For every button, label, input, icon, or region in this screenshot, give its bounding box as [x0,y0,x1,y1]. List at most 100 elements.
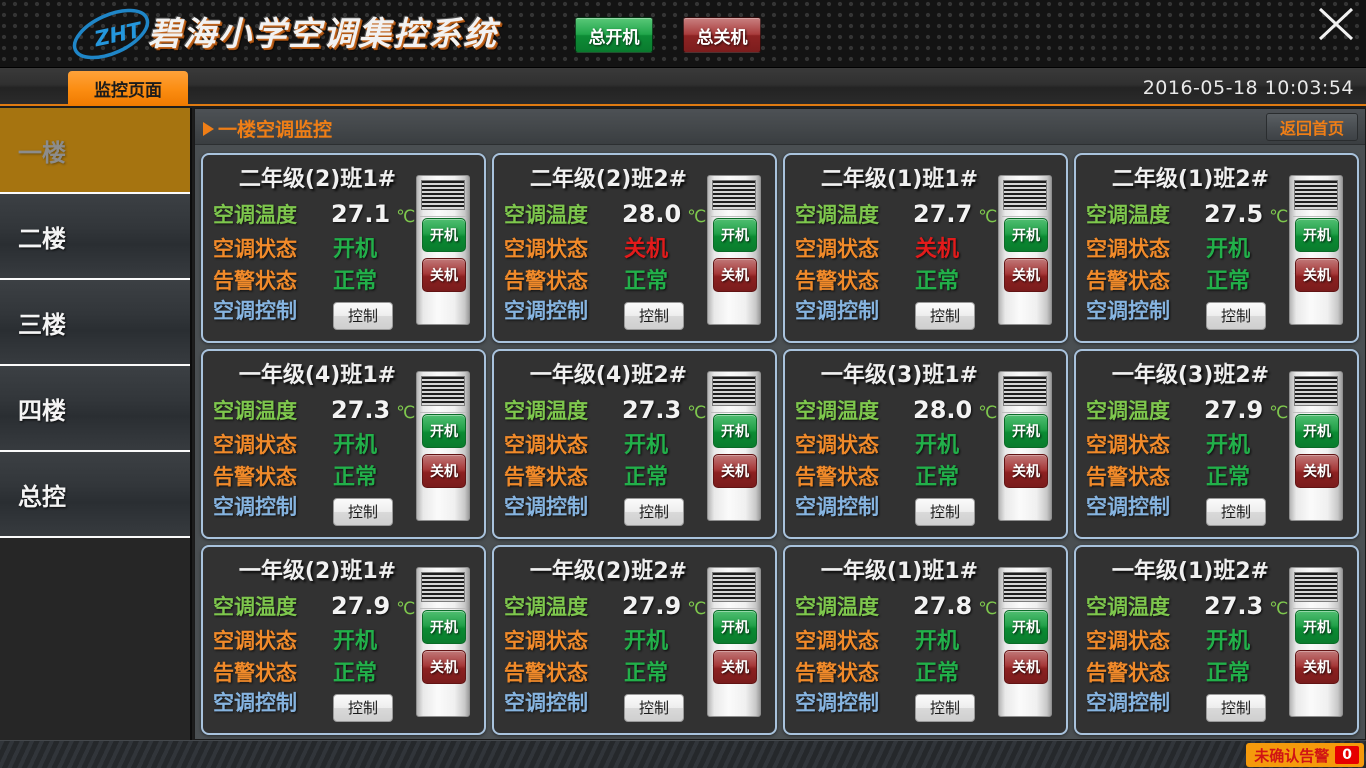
ac-control-row: 空调控制 控制 [795,687,997,722]
master-power-off-button[interactable]: 总关机 [683,17,761,53]
page-title: 碧海小学空调集控系统 [148,14,498,53]
unconfirmed-alarm-badge[interactable]: 未确认告警 0 [1246,743,1364,767]
ac-control-button[interactable]: 控制 [333,301,393,330]
ac-control-label: 空调控制 [504,299,588,323]
ac-alarm-row: 告警状态 正常 [504,459,706,491]
ac-power-off-button[interactable]: 关机 [1004,650,1048,684]
ac-status-label: 空调状态 [504,629,588,653]
ac-alarm-label: 告警状态 [504,465,588,489]
sidebar-item-floor-1[interactable]: 一楼 [0,108,190,194]
air-conditioner-icon: 开机 关机 [416,567,470,717]
air-conditioner-icon: 开机 关机 [1289,371,1343,521]
ac-power-on-button[interactable]: 开机 [422,218,466,252]
return-home-button[interactable]: 返回首页 [1266,113,1358,141]
sidebar-item-master-control[interactable]: 总控 [0,452,190,538]
ac-control-button[interactable]: 控制 [915,693,975,722]
air-conditioner-icon: 开机 关机 [707,175,761,325]
ac-alarm-label: 告警状态 [1086,269,1170,293]
ac-power-off-button[interactable]: 关机 [1004,454,1048,488]
ac-temperature-value: 28.0 [622,200,682,228]
ac-status-row: 空调状态 开机 [213,427,415,459]
ac-card-grid: 二年级(2)班1# 空调温度 27.1 ℃ 空调状态 开机 告警状态 正常 空调控制 控制 开机 关机… [195,145,1365,741]
ac-power-off-button[interactable]: 关机 [1004,258,1048,292]
sidebar-item-floor-3[interactable]: 三楼 [0,280,190,366]
ac-card-rows: 空调温度 27.5 ℃ 空调状态 开机 告警状态 正常 空调控制 控制 [1086,199,1288,330]
ac-temperature-label: 空调温度 [213,595,297,619]
ac-temperature-row: 空调温度 27.9 ℃ [213,591,415,623]
air-conditioner-icon: 开机 关机 [1289,567,1343,717]
ac-power-on-button[interactable]: 开机 [1295,414,1339,448]
sidebar-item-floor-4[interactable]: 四楼 [0,366,190,452]
ac-power-on-button[interactable]: 开机 [1004,218,1048,252]
ac-status-value: 关机 [624,237,669,262]
ac-status-value: 开机 [915,433,960,458]
ac-power-off-button[interactable]: 关机 [422,258,466,292]
ac-power-on-button[interactable]: 开机 [713,610,757,644]
ac-alarm-row: 告警状态 正常 [504,263,706,295]
ac-temperature-value: 27.3 [331,396,391,424]
ac-temperature-label: 空调温度 [504,595,588,619]
ac-status-value: 开机 [1206,629,1251,654]
ac-power-on-button[interactable]: 开机 [1295,218,1339,252]
ac-temperature-label: 空调温度 [504,203,588,227]
ac-control-button[interactable]: 控制 [1206,693,1266,722]
ac-alarm-row: 告警状态 正常 [1086,459,1288,491]
ac-card-title: 一年级(1)班1# [820,559,979,584]
ac-temperature-label: 空调温度 [795,595,879,619]
status-bar: 未确认告警 0 [0,740,1366,768]
ac-alarm-row: 告警状态 正常 [1086,655,1288,687]
ac-control-button[interactable]: 控制 [1206,497,1266,526]
ac-temperature-label: 空调温度 [1086,399,1170,423]
ac-status-value: 开机 [1206,433,1251,458]
ac-control-button[interactable]: 控制 [624,497,684,526]
ac-alarm-value: 正常 [915,661,960,686]
ac-alarm-value: 正常 [624,269,669,294]
ac-control-button[interactable]: 控制 [915,301,975,330]
ac-alarm-row: 告警状态 正常 [213,459,415,491]
ac-temperature-unit: ℃ [687,403,707,423]
ac-power-off-button[interactable]: 关机 [422,650,466,684]
ac-temperature-label: 空调温度 [213,399,297,423]
ac-louvers-icon [1003,376,1047,406]
ac-power-off-button[interactable]: 关机 [713,258,757,292]
ac-power-on-button[interactable]: 开机 [422,610,466,644]
close-icon[interactable] [1314,4,1358,44]
ac-temperature-value: 27.7 [913,200,973,228]
ac-status-label: 空调状态 [1086,237,1170,261]
ac-power-off-button[interactable]: 关机 [713,454,757,488]
ac-card-title: 一年级(3)班1# [820,363,979,388]
ac-power-off-button[interactable]: 关机 [422,454,466,488]
ac-temperature-unit: ℃ [687,207,707,227]
ac-control-button[interactable]: 控制 [624,301,684,330]
ac-power-on-button[interactable]: 开机 [1004,414,1048,448]
ac-card-rows: 空调温度 27.9 ℃ 空调状态 开机 告警状态 正常 空调控制 控制 [1086,395,1288,526]
air-conditioner-icon: 开机 关机 [416,371,470,521]
sidebar-item-floor-2[interactable]: 二楼 [0,194,190,280]
ac-temperature-label: 空调温度 [795,399,879,423]
app-header: ZHT 碧海小学空调集控系统 总开机 总关机 [0,0,1366,68]
ac-power-on-button[interactable]: 开机 [422,414,466,448]
ac-power-off-button[interactable]: 关机 [1295,454,1339,488]
ac-power-on-button[interactable]: 开机 [1295,610,1339,644]
ac-status-row: 空调状态 关机 [504,231,706,263]
ac-control-button[interactable]: 控制 [624,693,684,722]
ac-control-row: 空调控制 控制 [504,295,706,330]
ac-control-button[interactable]: 控制 [1206,301,1266,330]
ac-power-off-button[interactable]: 关机 [1295,258,1339,292]
ac-control-button[interactable]: 控制 [915,497,975,526]
ac-card-rows: 空调温度 27.9 ℃ 空调状态 开机 告警状态 正常 空调控制 控制 [213,591,415,722]
tab-bar: 监控页面 2016-05-18 10:03:54 [0,68,1366,106]
master-power-on-button[interactable]: 总开机 [575,17,653,53]
ac-control-button[interactable]: 控制 [333,497,393,526]
ac-louvers-icon [421,572,465,602]
ac-power-on-button[interactable]: 开机 [1004,610,1048,644]
ac-power-off-button[interactable]: 关机 [1295,650,1339,684]
ac-control-button[interactable]: 控制 [333,693,393,722]
floor-sidebar: 一楼 二楼 三楼 四楼 总控 [0,108,192,748]
ac-card-title: 一年级(2)班2# [529,559,688,584]
ac-power-on-button[interactable]: 开机 [713,218,757,252]
tab-monitoring-page[interactable]: 监控页面 [68,71,188,106]
ac-power-off-button[interactable]: 关机 [713,650,757,684]
ac-power-on-button[interactable]: 开机 [713,414,757,448]
